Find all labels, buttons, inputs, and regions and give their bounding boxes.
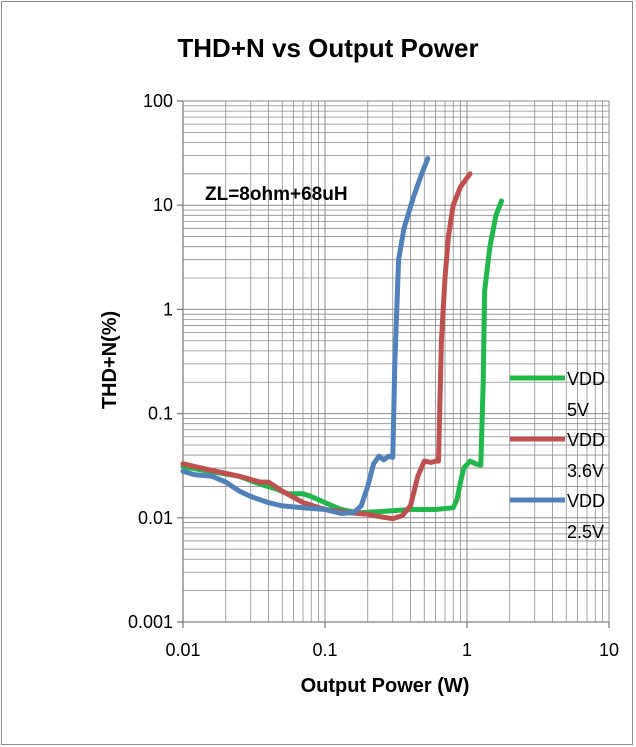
legend-label-line1: VDD: [567, 491, 605, 511]
legend-label-line2: 2.5V: [567, 522, 604, 542]
y-tick-label: 10: [153, 195, 173, 215]
y-axis-label: THD+N(%): [99, 311, 121, 409]
y-tick-label: 0.001: [128, 612, 173, 632]
y-tick-label: 100: [143, 91, 173, 111]
x-tick-label: 1: [462, 640, 472, 660]
legend-label-line2: 3.6V: [567, 461, 604, 481]
y-tick-label: 1: [163, 299, 173, 319]
legend-label-line1: VDD: [567, 430, 605, 450]
x-tick-label: 0.1: [312, 640, 337, 660]
series-line-vdd-2-5v: [180, 156, 431, 516]
load-annotation: ZL=8ohm+68uH: [205, 184, 348, 205]
chart-title: THD+N vs Output Power: [177, 33, 479, 63]
series-line-vdd-5v: [180, 198, 504, 516]
tick-labels: 0.001 0.01 0.1 1 10 100 0.01 0.1 1 10: [128, 91, 619, 660]
y-tick-label: 0.01: [138, 508, 173, 528]
x-axis-label: Output Power (W): [301, 675, 470, 697]
y-tick-label: 0.1: [148, 404, 173, 424]
x-tick-label: 0.01: [165, 640, 200, 660]
legend-label-line1: VDD: [567, 369, 605, 389]
legend-label-line2: 5V: [567, 400, 589, 420]
x-tick-label: 10: [599, 640, 619, 660]
data-series: [180, 156, 504, 522]
series-line-vdd-3-6v: [180, 171, 473, 522]
legend: VDD 5V VDD 3.6V VDD 2.5V: [510, 369, 605, 542]
axes: [177, 100, 610, 628]
